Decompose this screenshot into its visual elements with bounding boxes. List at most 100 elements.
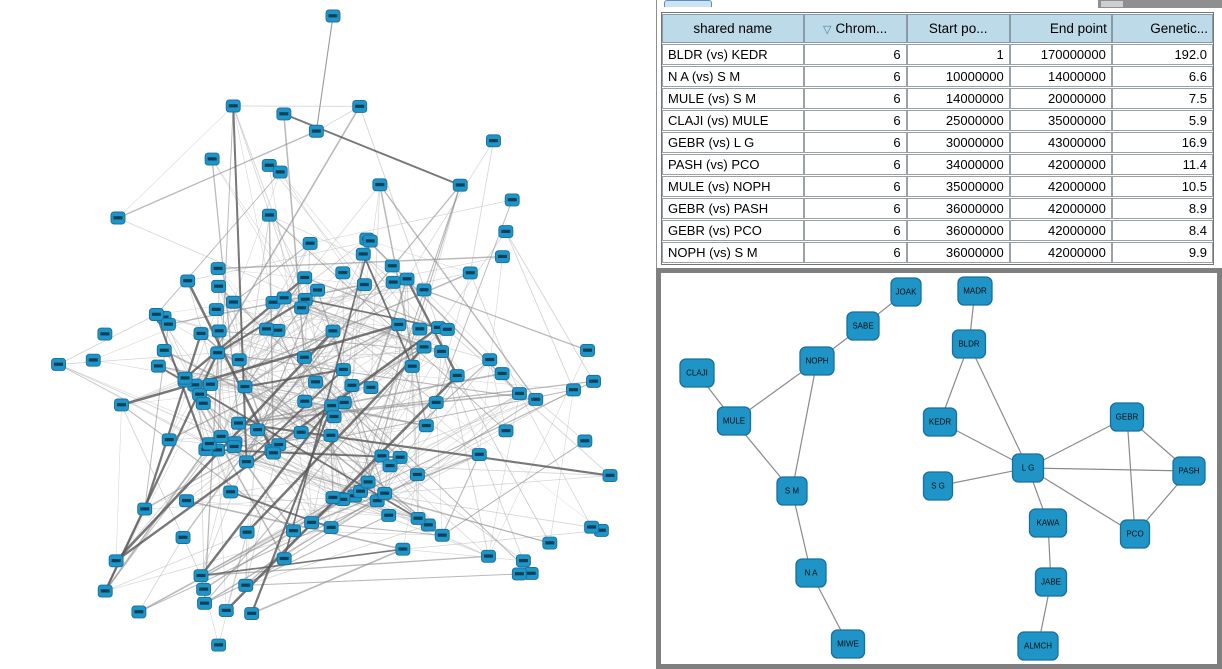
table-row[interactable]: MULE (vs) S M 6 14000000 20000000 7.5 [662, 88, 1213, 109]
network-node[interactable] [377, 486, 393, 500]
network-node[interactable] [602, 469, 618, 482]
network-node[interactable] [363, 381, 379, 394]
network-node[interactable] [244, 607, 260, 620]
cell-value[interactable]: 25000000 [906, 110, 1010, 131]
network-node[interactable] [498, 424, 514, 438]
network-node[interactable] [276, 107, 292, 121]
network-node[interactable] [577, 434, 593, 448]
cell-value[interactable]: 6 [803, 154, 907, 175]
column-header-chrom-[interactable]: ▽ Chrom... [803, 14, 907, 43]
cell-value[interactable]: 6 [803, 198, 907, 219]
network-node[interactable] [51, 357, 66, 371]
network-node-l-g[interactable]: L G [1011, 453, 1045, 483]
network-node[interactable] [344, 379, 360, 392]
cell-shared-name[interactable]: GEBR (vs) PASH [662, 198, 804, 219]
cell-value[interactable]: 6 [803, 88, 907, 109]
network-node[interactable] [384, 259, 400, 273]
network-node[interactable] [197, 596, 212, 610]
cell-value[interactable]: 7.5 [1111, 88, 1213, 109]
network-node[interactable] [297, 271, 313, 285]
cell-value[interactable]: 6 [803, 176, 907, 197]
cell-value[interactable]: 10.5 [1111, 176, 1213, 197]
network-node[interactable] [204, 152, 220, 166]
network-node[interactable] [237, 380, 253, 394]
network-node[interactable] [335, 363, 351, 377]
cell-value[interactable]: 35000000 [906, 176, 1010, 197]
network-node[interactable] [418, 419, 434, 433]
network-node-pco[interactable]: PCO [1119, 519, 1151, 549]
filter-icon[interactable]: ▽ [822, 24, 832, 36]
network-node[interactable] [108, 554, 124, 568]
network-node[interactable] [409, 468, 425, 482]
network-node[interactable] [195, 397, 211, 410]
cell-value[interactable]: 170000000 [1009, 44, 1112, 65]
network-node[interactable] [452, 178, 468, 192]
cell-value[interactable]: 6 [803, 242, 907, 263]
large-network-canvas[interactable] [0, 0, 656, 669]
panel-tab-sliver[interactable] [664, 0, 712, 7]
network-node-claji[interactable]: CLAJI [679, 358, 715, 388]
column-header-genetic-[interactable]: Genetic... [1111, 14, 1213, 43]
scrollbar-fragment[interactable] [1098, 0, 1222, 8]
network-node[interactable] [261, 208, 277, 222]
cell-value[interactable]: 5.9 [1111, 110, 1213, 131]
network-node[interactable] [259, 322, 274, 336]
network-node[interactable] [160, 317, 176, 331]
small-network-canvas[interactable]: JOAK MADR SABE NOPH BLDR CLAJI MULE KEDR GEBR L G… [661, 273, 1217, 664]
network-node[interactable] [211, 638, 227, 652]
network-node[interactable] [201, 437, 217, 451]
network-node[interactable] [586, 374, 601, 388]
network-node[interactable] [335, 266, 351, 280]
network-node[interactable] [395, 542, 411, 556]
network-node[interactable] [210, 346, 226, 360]
cell-value[interactable]: 16.9 [1111, 132, 1213, 153]
cell-value[interactable]: 14000000 [906, 88, 1010, 109]
cell-value[interactable]: 8.4 [1111, 220, 1213, 241]
table-row[interactable]: GEBR (vs) PASH 6 36000000 42000000 8.9 [662, 198, 1213, 219]
cell-value[interactable]: 1 [906, 44, 1010, 65]
network-node-gebr[interactable]: GEBR [1109, 402, 1145, 432]
network-edge-NOPH-SM[interactable] [791, 360, 818, 492]
network-node[interactable] [439, 323, 455, 336]
network-edge-GEBR-PCO[interactable] [1126, 416, 1136, 535]
network-edge-LG-PASH[interactable] [1027, 467, 1190, 472]
network-node[interactable] [486, 134, 501, 148]
cell-value[interactable]: 10000000 [906, 66, 1010, 87]
network-node[interactable] [131, 605, 147, 619]
cell-value[interactable]: 34000000 [906, 154, 1010, 175]
network-node-miwe[interactable]: MIWE [830, 629, 866, 659]
network-node[interactable] [494, 250, 510, 264]
network-node-s-m[interactable]: S M [776, 476, 808, 506]
network-node[interactable] [211, 324, 227, 338]
network-node[interactable] [97, 327, 113, 341]
network-node-jabe[interactable]: JABE [1034, 567, 1068, 597]
network-node[interactable] [179, 494, 194, 508]
network-node[interactable] [416, 340, 432, 354]
network-node[interactable] [374, 449, 390, 463]
network-node[interactable] [412, 322, 428, 336]
table-row[interactable]: CLAJI (vs) MULE 6 25000000 35000000 5.9 [662, 110, 1213, 131]
table-row[interactable]: GEBR (vs) L G 6 30000000 43000000 16.9 [662, 132, 1213, 153]
cell-value[interactable]: 42000000 [1009, 242, 1112, 263]
network-node[interactable] [193, 569, 209, 583]
network-node[interactable] [434, 528, 450, 542]
cell-shared-name[interactable]: CLAJI (vs) MULE [662, 110, 804, 131]
network-node[interactable] [416, 283, 432, 297]
network-edge-BLDR-LG[interactable] [968, 343, 1029, 469]
network-node[interactable] [382, 459, 398, 473]
network-node[interactable] [308, 375, 323, 389]
network-node[interactable] [114, 398, 129, 412]
cell-value[interactable]: 42000000 [1009, 220, 1112, 241]
network-node[interactable] [323, 521, 339, 535]
cell-value[interactable]: 192.0 [1111, 44, 1213, 65]
network-node-sabe[interactable]: SABE [846, 311, 880, 341]
network-node[interactable] [410, 511, 426, 525]
network-node-pash[interactable]: PASH [1172, 456, 1206, 486]
network-node-kawa[interactable]: KAWA [1028, 508, 1068, 538]
network-node[interactable] [226, 440, 242, 454]
network-node[interactable] [250, 423, 265, 437]
network-node[interactable] [218, 604, 234, 618]
cell-value[interactable]: 6 [803, 220, 907, 241]
network-node[interactable] [223, 485, 239, 499]
network-node[interactable] [196, 582, 212, 596]
